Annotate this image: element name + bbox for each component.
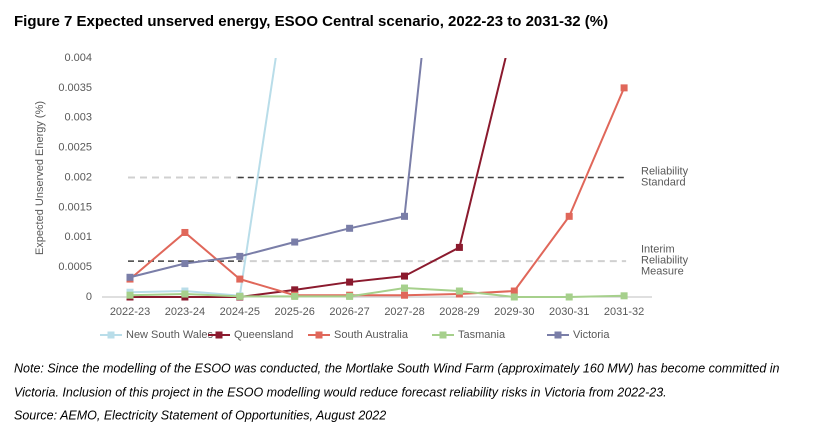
series-line — [129, 58, 423, 279]
y-tick-label: 0.003 — [64, 112, 92, 124]
point — [291, 238, 299, 246]
y-tick-label: 0.0015 — [58, 201, 92, 213]
point — [236, 252, 244, 260]
point — [181, 260, 189, 268]
reference-label: Standard — [641, 176, 686, 188]
reference-label: Reliability — [641, 255, 689, 267]
point — [510, 293, 518, 301]
series-line — [129, 87, 626, 297]
x-tick-label: 2023-24 — [165, 306, 205, 318]
point — [126, 291, 134, 299]
point — [565, 212, 573, 220]
legend-label: Victoria — [573, 329, 610, 341]
x-tick-label: 2025-26 — [275, 306, 315, 318]
legend-swatch — [107, 331, 115, 339]
point — [291, 292, 299, 300]
x-tick-label: 2024-25 — [220, 306, 260, 318]
plot-area — [126, 58, 628, 301]
y-tick-label: 0.002 — [64, 171, 92, 183]
point — [291, 286, 299, 294]
series-line — [129, 58, 277, 297]
point — [455, 287, 463, 295]
y-axis-label: Expected Unserved Energy (%) — [34, 101, 46, 255]
point — [401, 291, 408, 299]
y-tick-label: 0 — [86, 291, 92, 303]
reference-label: Interim — [641, 244, 675, 256]
legend-swatch — [554, 331, 562, 339]
point — [401, 272, 408, 280]
point — [181, 290, 189, 298]
point — [401, 212, 408, 220]
y-tick-label: 0.004 — [64, 52, 92, 64]
point — [236, 275, 244, 283]
note: Note: Since the modelling of the ESOO wa… — [14, 361, 780, 375]
point — [346, 278, 354, 286]
series-line — [130, 58, 507, 298]
y-tick-label: 0.0035 — [58, 82, 92, 94]
point — [236, 292, 244, 300]
legend-label: South Australia — [334, 329, 409, 341]
point — [401, 284, 408, 292]
legend-label: New South Wales — [126, 329, 214, 341]
point — [620, 292, 628, 300]
series-line — [129, 287, 625, 298]
point — [565, 293, 573, 301]
legend-label: Queensland — [234, 329, 293, 341]
y-tick-label: 0.0025 — [58, 142, 92, 154]
x-tick-label: 2030-31 — [549, 306, 589, 318]
x-tick-label: 2028-29 — [439, 306, 479, 318]
note: Victoria. Inclusion of this project in t… — [14, 385, 667, 399]
x-tick-label: 2026-27 — [329, 306, 369, 318]
chart-title: Figure 7 Expected unserved energy, ESOO … — [14, 13, 608, 30]
y-tick-label: 0.001 — [64, 231, 92, 243]
reference-label: Reliability — [641, 165, 689, 177]
point — [346, 292, 354, 300]
point — [181, 228, 189, 236]
point — [510, 287, 518, 295]
legend-swatch — [315, 331, 323, 339]
point — [346, 224, 354, 232]
x-tick-label: 2031-32 — [604, 306, 644, 318]
legend-label: Tasmania — [458, 329, 506, 341]
legend-swatch — [439, 331, 447, 339]
point — [455, 243, 463, 251]
reference-label: Measure — [641, 266, 684, 278]
point — [126, 273, 134, 281]
x-tick-label: 2022-23 — [110, 306, 150, 318]
y-tick-label: 0.0005 — [58, 261, 92, 273]
x-tick-label: 2029-30 — [494, 306, 534, 318]
source: Source: AEMO, Electricity Statement of O… — [14, 408, 386, 422]
x-tick-label: 2027-28 — [384, 306, 424, 318]
legend-swatch — [215, 331, 223, 339]
point — [620, 84, 628, 92]
